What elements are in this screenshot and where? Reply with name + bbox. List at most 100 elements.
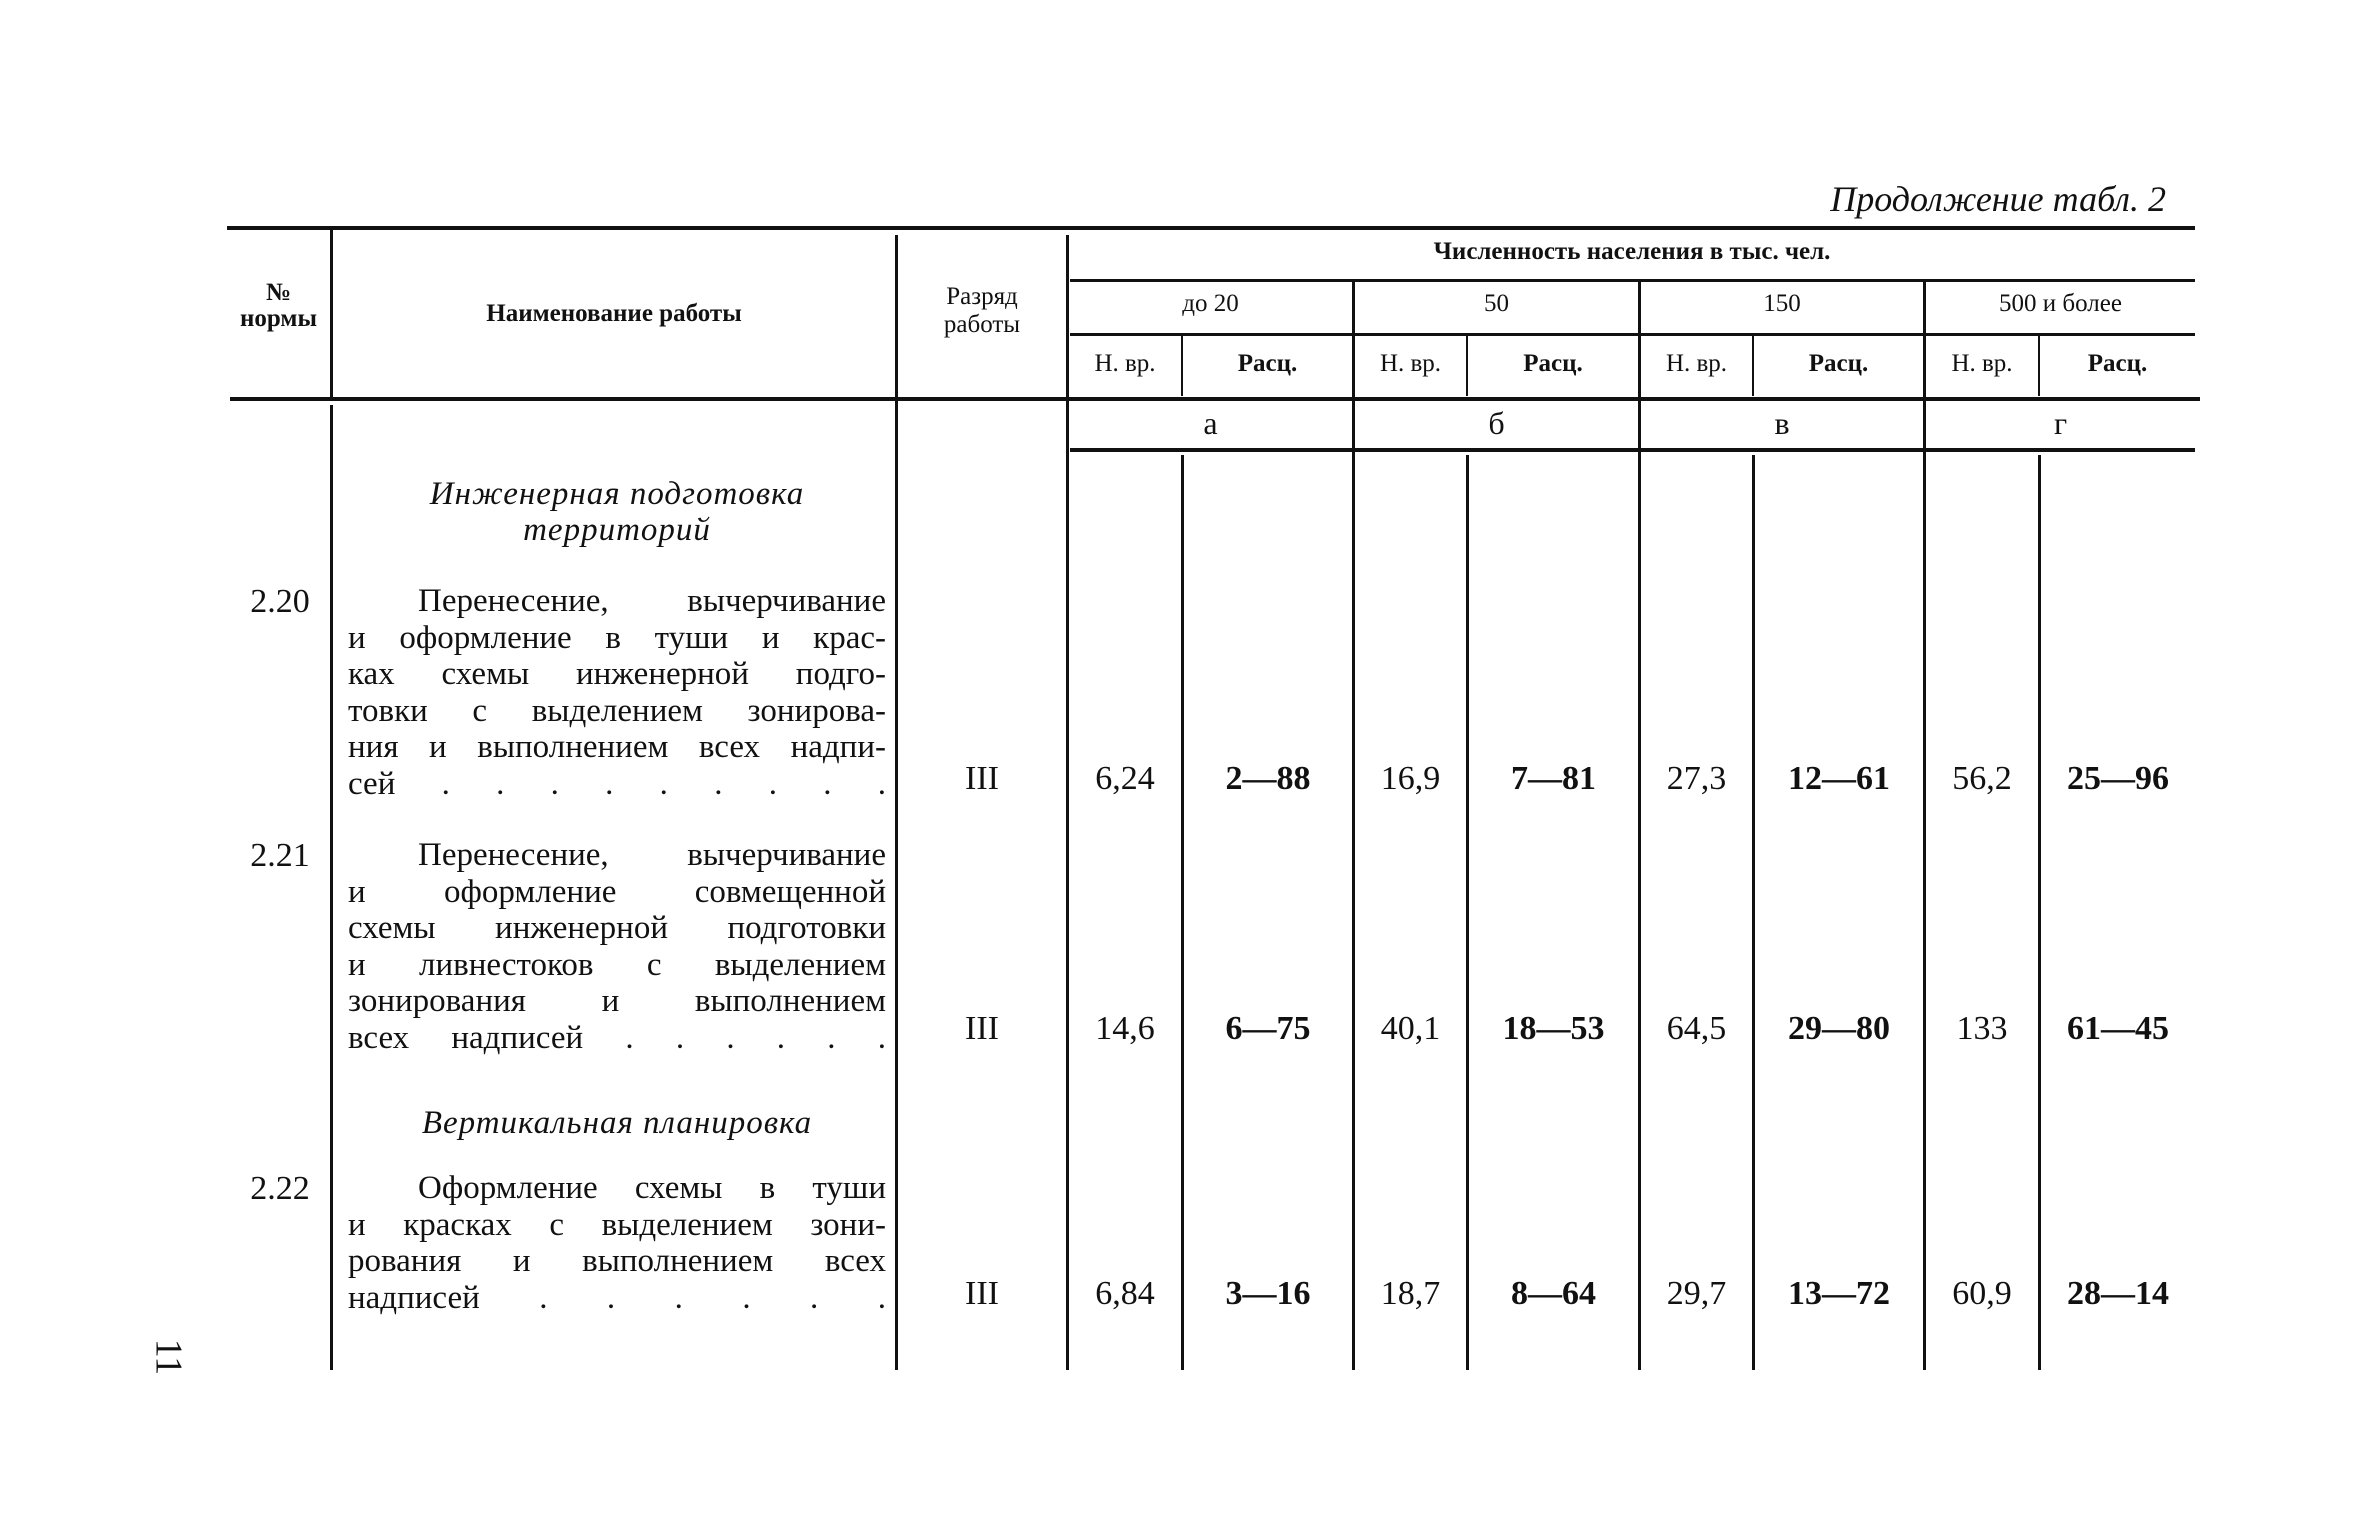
- time-norm-value: 29,7: [1666, 1275, 1727, 1312]
- work-line: надписей . . . . . .: [348, 1279, 886, 1316]
- group-header: 500 и более: [1999, 290, 2122, 317]
- col-line: [330, 230, 333, 398]
- time-norm-value: 27,3: [1666, 760, 1727, 797]
- work-line: всех надписей . . . . . .: [348, 1019, 886, 1056]
- rate-value: 18—53: [1502, 1010, 1605, 1047]
- sub-header-rate: Расц.: [1523, 350, 1583, 377]
- section-title-line: Инженерная подготовка: [429, 476, 805, 512]
- col-line: [1752, 336, 1754, 396]
- time-norm-value: 18,7: [1380, 1275, 1441, 1312]
- work-line: ния и выполнением всех надпи-: [348, 729, 886, 765]
- time-norm-value: 6,24: [1095, 760, 1155, 797]
- col-line: [1923, 282, 1926, 1370]
- header-work-name: Наименование работы: [486, 300, 742, 327]
- sub-header-time: Н. вр.: [1094, 350, 1156, 377]
- groups-rule: [1070, 333, 2195, 336]
- rate-value: 7—81: [1511, 760, 1596, 797]
- work-line: Перенесение, вычерчивание: [418, 583, 886, 619]
- sub-header-time: Н. вр.: [1665, 350, 1728, 377]
- time-norm-value: 6,84: [1095, 1275, 1155, 1312]
- col-line: [330, 405, 333, 1370]
- time-norm-value: 16,9: [1380, 760, 1441, 797]
- col-line: [1066, 235, 1069, 1370]
- rate-value: 28—14: [2067, 1275, 2169, 1312]
- work-line: сей . . . . . . . . .: [348, 765, 886, 802]
- col-line: [1466, 336, 1468, 396]
- rate-value: 13—72: [1788, 1275, 1890, 1312]
- time-norm-value: 40,1: [1380, 1010, 1441, 1047]
- column-letter: б: [1488, 405, 1505, 441]
- time-norm-value: 64,5: [1666, 1010, 1727, 1047]
- work-line: товки с выделением зонирова-: [348, 692, 886, 729]
- rate-value: 25—96: [2067, 760, 2169, 797]
- column-letter: в: [1774, 405, 1790, 441]
- work-line: и ливнестоков с выделением: [348, 946, 886, 983]
- col-line: [2038, 336, 2040, 396]
- work-line: ках схемы инженерной подго-: [348, 656, 886, 692]
- rate-value: 8—64: [1511, 1275, 1596, 1312]
- work-description: Оформление схемы в туши и красках с выдел…: [348, 1170, 886, 1316]
- grade-value: III: [965, 1010, 999, 1047]
- sub-header-rate: Расц.: [1808, 350, 1869, 377]
- sub-header-time: Н. вр.: [1379, 350, 1442, 377]
- column-letter: а: [1203, 405, 1218, 441]
- header-norm-no: № нормы: [227, 280, 330, 332]
- rate-value: 6—75: [1225, 1010, 1311, 1047]
- column-letter: г: [2053, 405, 2068, 441]
- col-line: [1181, 455, 1184, 1370]
- grade-value: III: [965, 760, 999, 797]
- time-norm-value: 60,9: [1952, 1275, 2012, 1312]
- norm-number: 2.20: [250, 583, 310, 620]
- header-population: Численность населения в тыс. чел.: [1433, 238, 1831, 265]
- time-norm-value: 133: [1956, 1010, 2008, 1047]
- work-line: и красках с выделением зони-: [348, 1206, 886, 1243]
- work-line: Оформление схемы в туши: [418, 1170, 886, 1206]
- table-caption: Продолжение табл. 2: [1830, 179, 2166, 219]
- col-line: [1352, 282, 1355, 1370]
- time-norm-value: 14,6: [1095, 1010, 1155, 1047]
- section-title: Инженерная подготовка территорий: [348, 476, 886, 548]
- work-line: схемы инженерной подготовки: [348, 910, 886, 946]
- header-grade-line: работы: [943, 311, 1021, 338]
- rate-value: 29—80: [1788, 1010, 1890, 1047]
- work-line: Перенесение, вычерчивание: [418, 837, 886, 873]
- sub-header-time: Н. вр.: [1951, 350, 2013, 377]
- header-norm-no-line: нормы: [240, 305, 317, 332]
- page-number: 11: [147, 1338, 190, 1376]
- col-line: [1638, 282, 1641, 1370]
- header-grade: Разряд работы: [898, 283, 1066, 339]
- work-line: и оформление в туши и крас-: [348, 619, 886, 656]
- work-line: рования и выполнением всех: [348, 1243, 886, 1279]
- rate-value: 3—16: [1225, 1275, 1311, 1312]
- work-line: зонирования и выполнением: [348, 983, 886, 1019]
- sub-header-rate: Расц.: [2087, 350, 2148, 377]
- rate-value: 61—45: [2067, 1010, 2169, 1047]
- norm-number: 2.22: [250, 1170, 310, 1207]
- col-line: [1466, 455, 1469, 1370]
- header-grade-line: Разряд: [946, 283, 1018, 310]
- norm-number: 2.21: [250, 837, 310, 874]
- rate-value: 2—88: [1225, 760, 1311, 797]
- sub-header-rate: Расц.: [1237, 350, 1298, 377]
- section-title-line: Вертикальная планировка: [421, 1105, 813, 1141]
- time-norm-value: 56,2: [1952, 760, 2012, 797]
- work-line: и оформление совмещенной: [348, 873, 886, 910]
- col-line: [1752, 455, 1755, 1370]
- letters-rule: [1070, 448, 2195, 452]
- work-description: Перенесение, вычерчивание и оформление со…: [348, 837, 886, 1056]
- col-line: [1181, 336, 1183, 396]
- work-description: Перенесение, вычерчивание и оформление в …: [348, 583, 886, 802]
- top-rule: [227, 226, 2195, 230]
- col-line: [2038, 455, 2041, 1370]
- grade-value: III: [965, 1275, 999, 1312]
- population-rule: [1070, 279, 2195, 282]
- section-title-line: территорий: [523, 512, 711, 548]
- group-header: до 20: [1182, 290, 1239, 317]
- group-header: 50: [1484, 290, 1509, 317]
- col-line: [895, 235, 898, 1370]
- section-title: Вертикальная планировка: [348, 1105, 886, 1141]
- header-bottom-rule: [230, 397, 2200, 401]
- rate-value: 12—61: [1788, 760, 1890, 797]
- group-header: 150: [1763, 290, 1801, 317]
